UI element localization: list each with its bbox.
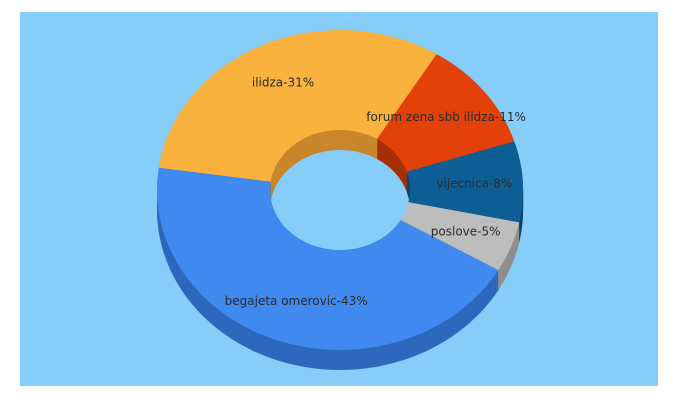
slice	[400, 202, 520, 271]
slice-label: forum zena sbb ilidza-11%	[366, 110, 526, 124]
slice-label: begajeta omerovic-43%	[225, 294, 368, 308]
slice	[158, 30, 437, 182]
slice	[376, 54, 515, 172]
slice	[406, 141, 524, 223]
slice-label: poslove-5%	[431, 225, 501, 239]
slice-label: ilidza-31%	[252, 76, 314, 90]
slice	[157, 167, 499, 350]
slice-label: vijecnica-8%	[436, 176, 512, 190]
